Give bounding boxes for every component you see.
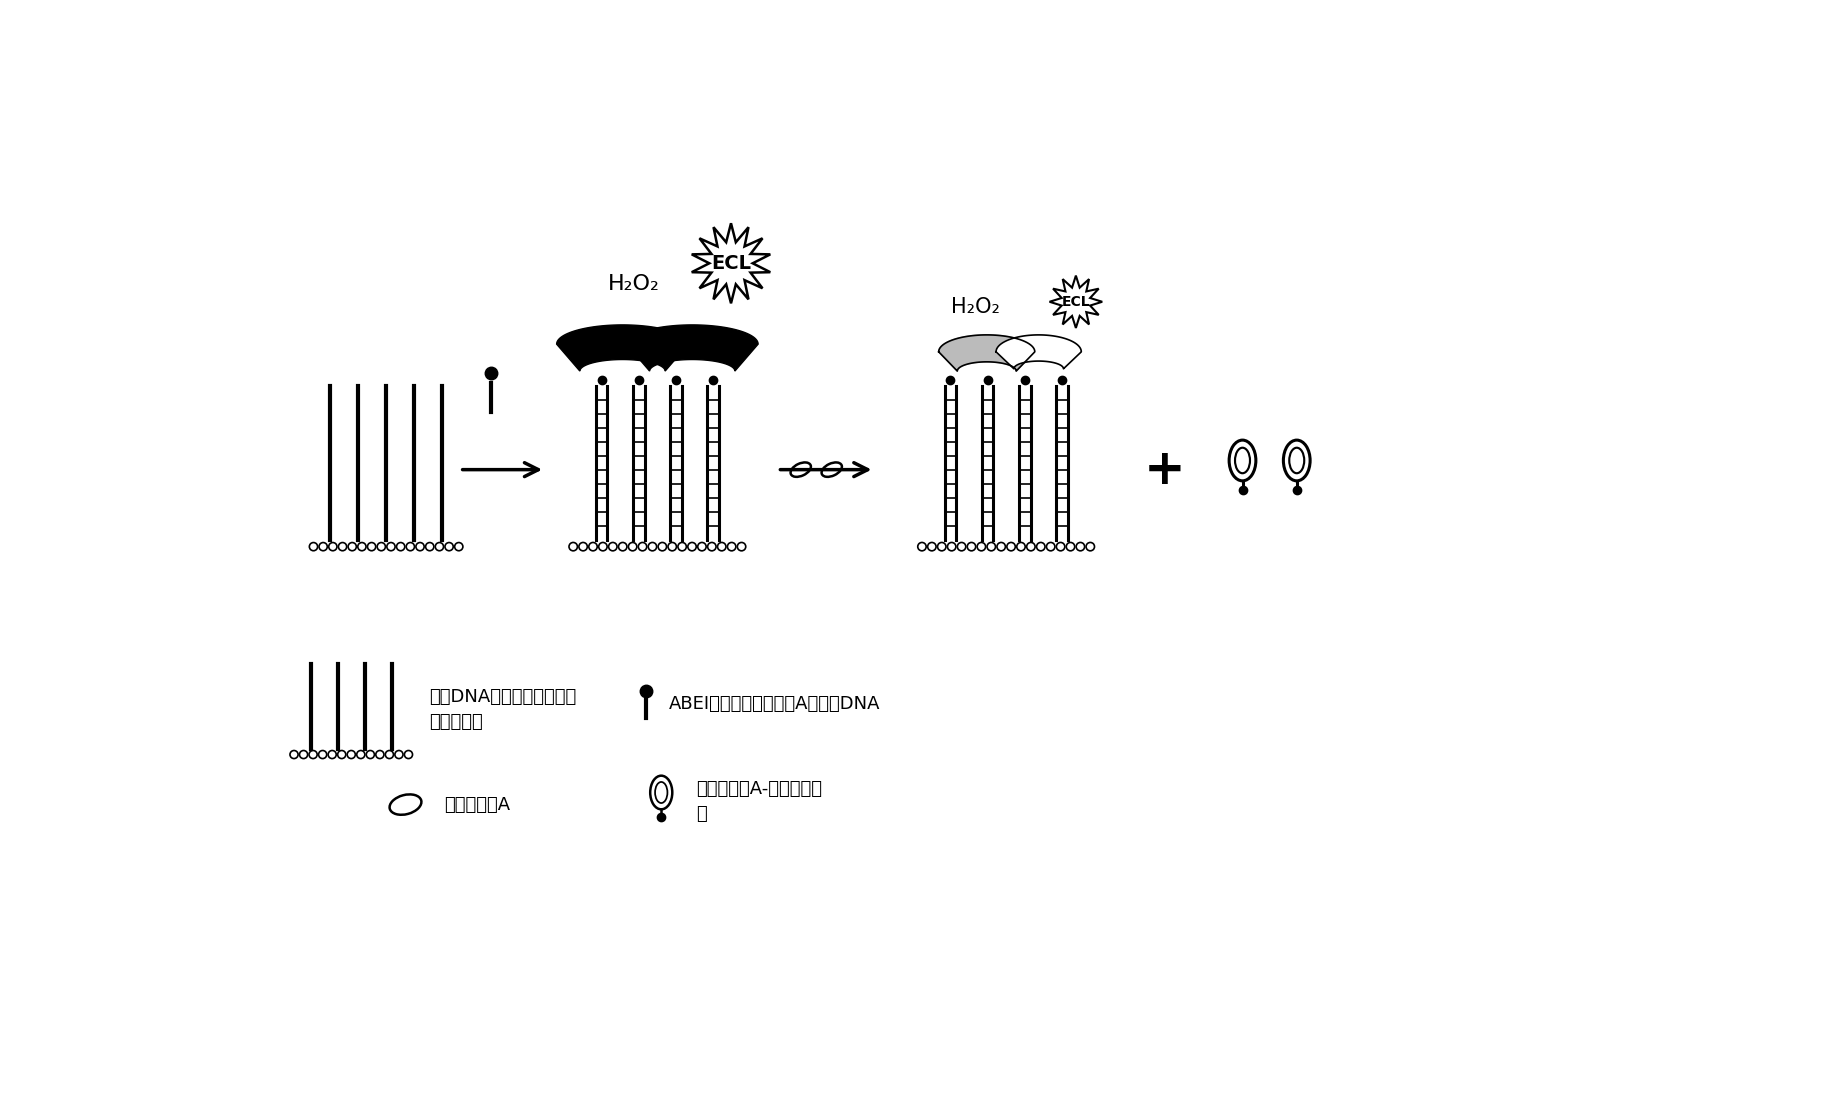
Text: H₂O₂: H₂O₂ (950, 297, 1000, 317)
Text: ABEI标记的跃曲霖毒素A适配体DNA: ABEI标记的跃曲霖毒素A适配体DNA (669, 695, 880, 713)
Text: 互补DNA链固定到纳米金修: 互补DNA链固定到纳米金修 (429, 687, 577, 705)
Text: +: + (1144, 445, 1185, 493)
Text: 饰的电极上: 饰的电极上 (429, 713, 482, 731)
Polygon shape (626, 325, 758, 372)
Text: 物: 物 (695, 805, 706, 822)
Text: 跃曲霖毒素A: 跃曲霖毒素A (444, 796, 510, 814)
Text: H₂O₂: H₂O₂ (608, 275, 660, 295)
Polygon shape (996, 335, 1081, 368)
Polygon shape (1050, 276, 1101, 328)
Text: ECL: ECL (1061, 295, 1090, 309)
Text: 跃曲霖毒素A-适配体复合: 跃曲霖毒素A-适配体复合 (695, 780, 822, 798)
Text: ECL: ECL (711, 253, 750, 272)
Polygon shape (691, 223, 771, 304)
Ellipse shape (1229, 440, 1255, 481)
Ellipse shape (1283, 440, 1310, 481)
Polygon shape (556, 325, 687, 372)
Polygon shape (939, 335, 1035, 372)
Ellipse shape (650, 776, 673, 809)
